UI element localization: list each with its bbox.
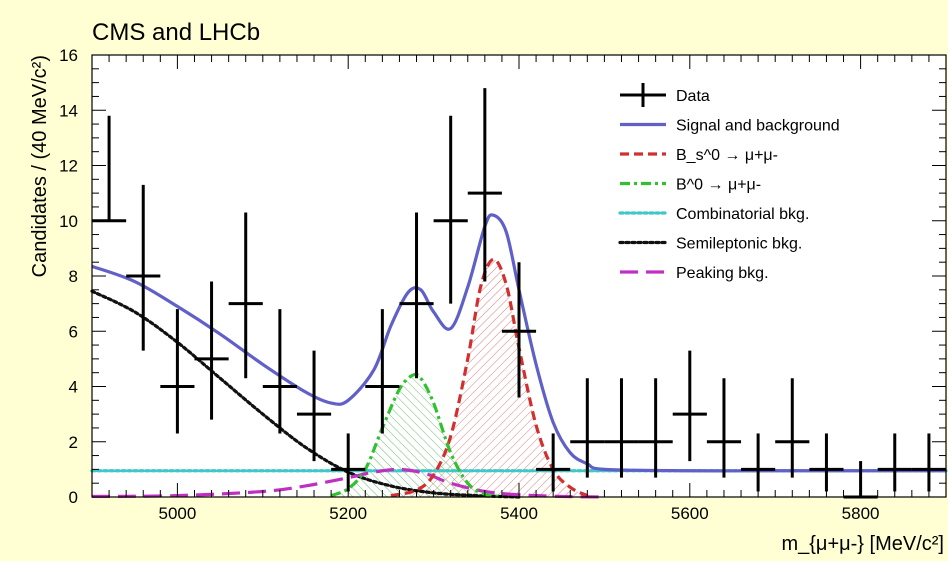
y-tick-label: 14	[59, 101, 78, 120]
legend-label: Combinatorial bkg.	[676, 206, 809, 223]
y-tick-label: 12	[59, 157, 78, 176]
legend-item: Signal and background	[620, 118, 840, 135]
y-tick-label: 8	[69, 267, 78, 286]
y-tick-label: 2	[69, 433, 78, 452]
x-tick-label: 5800	[842, 504, 880, 523]
legend-item: Semileptonic bkg.	[618, 236, 802, 253]
legend-item: Combinatorial bkg.	[618, 206, 809, 223]
x-tick-label: 5400	[500, 504, 538, 523]
y-tick-label: 6	[69, 322, 78, 341]
legend-item: Data	[620, 83, 710, 107]
curve-4	[90, 289, 521, 499]
y-tick-label: 10	[59, 212, 78, 231]
experiment-title: CMS and LHCb	[92, 19, 260, 46]
x-tick-label: 5000	[158, 504, 196, 523]
legend-item: Peaking bkg.	[620, 265, 769, 282]
legend-label: Peaking bkg.	[676, 265, 769, 282]
legend-item: B_s^0 → μ+μ-	[620, 147, 778, 164]
x-axis-title: m_{μ+μ-} [MeV/c²]	[781, 533, 944, 555]
x-tick-label: 5200	[329, 504, 367, 523]
y-tick-label: 0	[69, 488, 78, 507]
y-axis-title: Candidates / (40 MeV/c²)	[29, 55, 51, 277]
plot-area: 5000 5200 5400 5600 5800 0 2 4 6 8 10 12 14 16 Candida…	[29, 46, 948, 555]
legend-label: Signal and background	[676, 118, 840, 135]
curve-fill-2	[331, 374, 502, 497]
x-tick-label: 5600	[671, 504, 709, 523]
legend-item: B^0 → μ+μ-	[620, 177, 761, 194]
legend-label: B^0 → μ+μ-	[676, 177, 761, 194]
legend-label: Semileptonic bkg.	[676, 236, 802, 253]
legend-label: Data	[676, 88, 710, 105]
curve-fill-1	[390, 259, 588, 497]
y-tick-label: 16	[59, 46, 78, 65]
legend-label: B_s^0 → μ+μ-	[676, 147, 778, 164]
curve-0	[91, 213, 946, 473]
y-tick-label: 4	[69, 378, 78, 397]
